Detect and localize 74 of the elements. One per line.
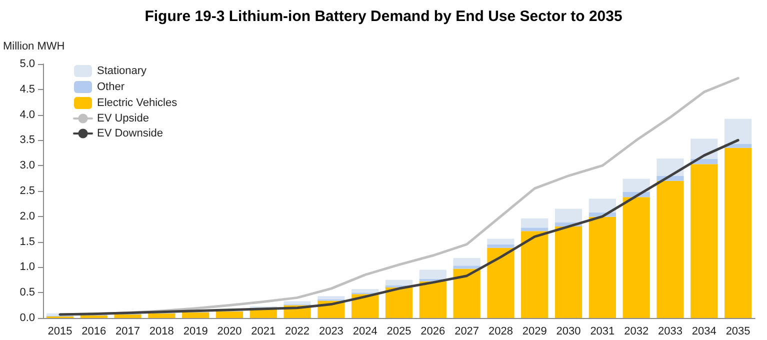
x-tick-label: 2019 bbox=[183, 326, 208, 338]
bar bbox=[724, 118, 752, 144]
legend-label: EV Downside bbox=[97, 128, 164, 140]
x-tick-label: 2026 bbox=[420, 326, 446, 338]
y-tick-label: 0.0 bbox=[20, 312, 35, 324]
legend-label: Other bbox=[97, 81, 125, 93]
bar bbox=[554, 208, 582, 222]
legend-label: Electric Vehicles bbox=[97, 97, 178, 109]
bar bbox=[419, 270, 446, 279]
bar bbox=[487, 244, 514, 248]
bar bbox=[487, 248, 514, 318]
x-tick-label: 2023 bbox=[318, 326, 344, 338]
y-axis-title: Million MWH bbox=[3, 40, 65, 52]
bar bbox=[690, 164, 718, 318]
bar bbox=[80, 315, 108, 318]
bar bbox=[487, 238, 514, 244]
bar bbox=[148, 313, 176, 318]
bar bbox=[453, 268, 480, 318]
bar bbox=[419, 281, 446, 318]
bar bbox=[521, 218, 548, 228]
bar bbox=[216, 311, 244, 318]
x-tick-label: 2032 bbox=[624, 326, 649, 338]
bar bbox=[588, 216, 616, 318]
bar bbox=[250, 309, 277, 318]
y-tick-label: 5.0 bbox=[20, 58, 35, 70]
x-tick-label: 2034 bbox=[692, 326, 716, 338]
x-tick-label: 2016 bbox=[82, 326, 106, 338]
bar bbox=[656, 158, 684, 176]
legend-label: Stationary bbox=[97, 65, 148, 77]
y-tick-label: 3.0 bbox=[20, 160, 35, 172]
bar bbox=[656, 180, 684, 318]
x-tick-label: 2029 bbox=[522, 326, 547, 338]
bar bbox=[554, 226, 582, 318]
bar bbox=[521, 228, 548, 232]
y-tick-label: 0.5 bbox=[20, 286, 35, 299]
bar bbox=[521, 231, 548, 318]
x-tick-label: 2022 bbox=[285, 326, 310, 338]
bar bbox=[318, 296, 345, 300]
y-tick-label: 1.0 bbox=[20, 261, 35, 274]
bar bbox=[385, 288, 413, 318]
bar bbox=[352, 294, 379, 318]
x-tick-label: 2021 bbox=[251, 326, 276, 338]
bar bbox=[622, 178, 650, 192]
bar bbox=[385, 280, 413, 286]
x-tick-label: 2018 bbox=[149, 326, 174, 338]
bar bbox=[622, 197, 650, 318]
bar bbox=[182, 312, 210, 318]
x-tick-label: 2031 bbox=[590, 326, 615, 338]
y-tick-label: 1.5 bbox=[20, 236, 35, 248]
x-tick-label: 2015 bbox=[48, 326, 72, 338]
bar bbox=[352, 289, 379, 293]
x-tick-label: 2033 bbox=[658, 326, 682, 338]
x-tick-label: 2024 bbox=[352, 326, 378, 338]
bar bbox=[453, 266, 480, 269]
bar bbox=[284, 301, 311, 304]
y-tick-label: 3.5 bbox=[20, 134, 35, 146]
y-tick-label: 2.0 bbox=[20, 210, 35, 222]
x-tick-label: 2035 bbox=[726, 326, 750, 338]
bar bbox=[453, 258, 480, 266]
y-tick-label: 2.5 bbox=[20, 185, 35, 197]
bar bbox=[588, 198, 616, 212]
legend-label: EV Upside bbox=[97, 112, 149, 124]
bar bbox=[114, 314, 142, 318]
x-tick-label: 2030 bbox=[556, 326, 581, 338]
x-tick-label: 2025 bbox=[386, 326, 412, 338]
y-tick-label: 4.5 bbox=[20, 83, 35, 96]
x-tick-label: 2027 bbox=[454, 326, 480, 338]
x-tick-label: 2017 bbox=[116, 326, 140, 338]
x-tick-label: 2028 bbox=[488, 326, 513, 338]
x-tick-label: 2020 bbox=[217, 326, 242, 338]
chart-title: Figure 19-3 Lithium-ion Battery Demand by End Use Sector to 2035 bbox=[144, 8, 622, 25]
bar bbox=[724, 148, 752, 318]
y-tick-label: 4.0 bbox=[20, 108, 35, 121]
line-series bbox=[58, 138, 740, 316]
